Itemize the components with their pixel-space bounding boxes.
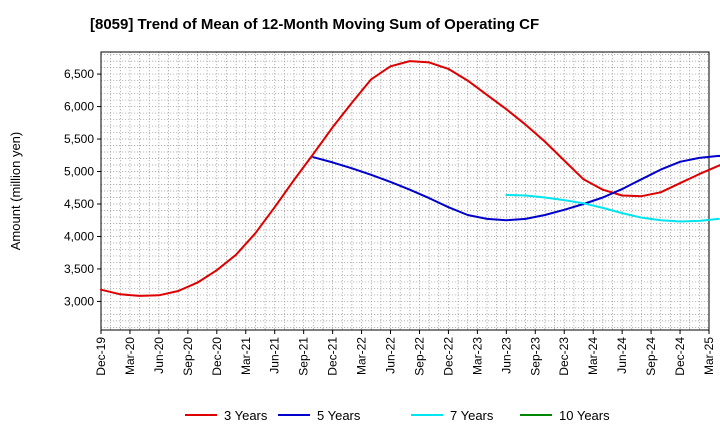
legend: 3 Years 5 Years 7 Years 10 Years (185, 408, 610, 423)
legend-label: 3 Years (224, 408, 268, 423)
legend-label: 10 Years (559, 408, 610, 423)
x-tick-label: Mar-23 (470, 337, 484, 375)
x-axis: Dec-19 Mar-20 Jun-20 Sep-20 Dec-20 Mar-21 Jun-… (94, 330, 716, 376)
legend-label: 5 Years (317, 408, 361, 423)
x-tick-label: Sep-23 (528, 337, 542, 376)
x-tick-label: Dec-22 (441, 337, 455, 376)
x-tick-label: Mar-25 (702, 337, 716, 375)
x-tick-label: Dec-19 (94, 337, 108, 376)
x-tick-label: Jun-21 (268, 337, 282, 374)
x-tick-label: Jun-24 (615, 337, 629, 374)
y-axis: 3,000 3,500 4,000 4,500 5,000 5,500 6,000 6,500 (64, 67, 101, 308)
y-tick-label: 6,500 (64, 67, 94, 81)
series-lines (100, 60, 720, 297)
x-tick-label: Mar-24 (586, 337, 600, 375)
x-tick-label: Sep-20 (181, 337, 195, 376)
y-tick-label: 4,500 (64, 197, 94, 211)
x-tick-label: Mar-21 (239, 337, 253, 375)
series-line-3-years (100, 60, 720, 297)
x-tick-label: Sep-22 (412, 337, 426, 376)
chart-title: [8059] Trend of Mean of 12-Month Moving … (90, 16, 539, 33)
legend-label: 7 Years (450, 408, 494, 423)
x-tick-label: Dec-20 (210, 337, 224, 376)
y-tick-label: 3,000 (64, 294, 94, 308)
x-tick-label: Dec-21 (326, 337, 340, 376)
series-line-5-years (312, 154, 720, 222)
series-line-7-years (505, 193, 720, 223)
x-tick-label: Mar-22 (355, 337, 369, 375)
x-tick-label: Jun-20 (152, 337, 166, 374)
x-tick-label: Jun-22 (384, 337, 398, 374)
y-tick-label: 3,500 (64, 262, 94, 276)
x-tick-label: Sep-21 (297, 337, 311, 376)
plot-area (100, 51, 710, 331)
x-tick-label: Dec-23 (557, 337, 571, 376)
y-tick-label: 5,500 (64, 132, 94, 146)
y-tick-label: 5,000 (64, 165, 94, 179)
y-tick-label: 4,000 (64, 229, 94, 243)
x-tick-label: Mar-20 (123, 337, 137, 375)
x-tick-label: Sep-24 (644, 337, 658, 376)
x-tick-label: Jun-23 (499, 337, 513, 374)
grid (101, 52, 709, 330)
y-tick-label: 6,000 (64, 100, 94, 114)
y-axis-label: Amount (million yen) (8, 132, 23, 251)
x-tick-label: Dec-24 (673, 337, 687, 376)
